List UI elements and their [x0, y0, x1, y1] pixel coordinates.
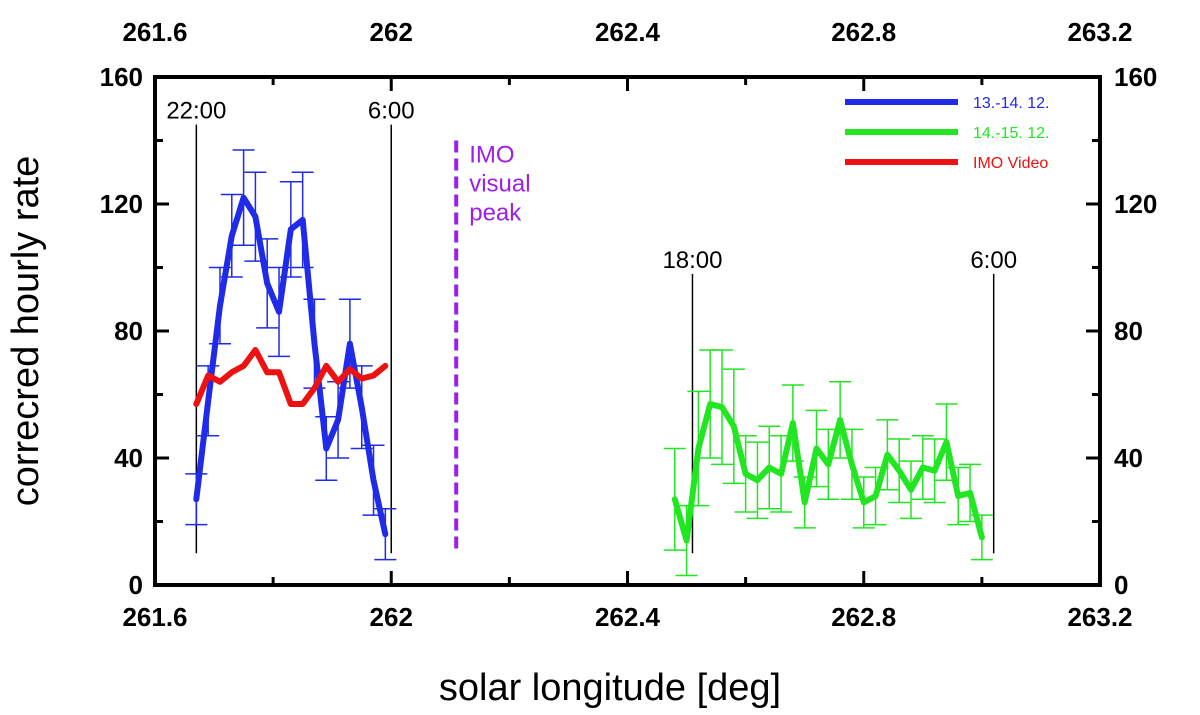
- y-right-tick-label: 40: [1114, 443, 1143, 473]
- series-line-0: [193, 194, 389, 538]
- legend: 13.-14. 12. 14.-15. 12. IMO Video: [845, 95, 1050, 172]
- x-axis-title: solar longitude [deg]: [439, 667, 781, 709]
- y-tick-label: 0: [129, 570, 143, 600]
- x-tick-label: 262: [370, 602, 413, 632]
- y-tick-label: 40: [114, 443, 143, 473]
- series-line-1: [671, 401, 985, 544]
- time-marker-label: 6:00: [368, 98, 415, 125]
- x-top-tick-label: 261.6: [122, 17, 187, 47]
- legend-label: IMO Video: [973, 155, 1048, 172]
- bottom-axis-ticks: 261.6 262 262.4 262.8 263.2: [122, 571, 1133, 632]
- legend-label: 13.-14. 12.: [973, 95, 1050, 112]
- right-axis-ticks: 0 40 80 120 160: [1086, 62, 1157, 600]
- y-right-tick-label: 0: [1114, 570, 1128, 600]
- data-series: [185, 149, 993, 577]
- y-tick-label: 160: [100, 62, 143, 92]
- time-marker-label: 6:00: [970, 247, 1017, 274]
- time-marker-label: 22:00: [166, 98, 226, 125]
- x-tick-label: 261.6: [122, 602, 187, 632]
- legend-label: 14.-15. 12.: [973, 125, 1050, 142]
- y-axis-title: correcred hourly rate: [5, 156, 47, 507]
- y-right-tick-label: 80: [1114, 316, 1143, 346]
- x-tick-label: 263.2: [1067, 602, 1132, 632]
- y-right-tick-label: 160: [1114, 62, 1157, 92]
- peak-label-line: IMO: [469, 142, 514, 169]
- x-tick-label: 262.4: [595, 602, 661, 632]
- time-marker-label: 18:00: [662, 247, 722, 274]
- top-axis-ticks: 261.6 262 262.4 262.8 263.2: [122, 17, 1133, 91]
- series-line-2: [193, 347, 389, 407]
- left-axis-ticks: 0 40 80 120 160: [100, 62, 169, 600]
- y-right-tick-label: 120: [1114, 189, 1157, 219]
- x-top-tick-label: 262.8: [831, 17, 896, 47]
- x-tick-label: 262.8: [831, 602, 896, 632]
- time-markers: 22:00 6:00 18:00 6:00: [166, 98, 1017, 554]
- x-top-tick-label: 262: [370, 17, 413, 47]
- x-top-tick-label: 262.4: [595, 17, 661, 47]
- peak-label-line: visual: [469, 171, 530, 198]
- peak-label-line: peak: [469, 200, 522, 227]
- x-top-tick-label: 263.2: [1067, 17, 1132, 47]
- y-tick-label: 80: [114, 316, 143, 346]
- y-tick-label: 120: [100, 189, 143, 219]
